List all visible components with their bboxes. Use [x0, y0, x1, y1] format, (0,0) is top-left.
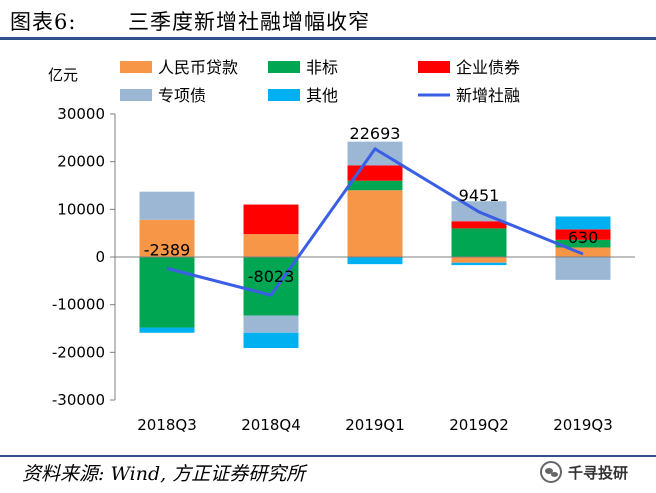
legend-item-4: 其他	[268, 86, 338, 105]
axes: -30000 -20000 -10000 0 10000 20000 30000 2018Q3…	[52, 105, 635, 434]
watermark-text: 千寻投研	[568, 463, 629, 482]
data-label-2019Q2: 9451	[459, 186, 500, 205]
legend-item-0: 人民币贷款	[120, 58, 238, 77]
y-tick-label: 20000	[57, 153, 105, 171]
bar-non_standard-2019Q3	[555, 239, 611, 248]
y-tick-label: 30000	[57, 105, 105, 123]
bar-rmb_loans-2019Q2	[451, 257, 507, 263]
x-tick-label: 2019Q1	[345, 416, 405, 434]
bar-non_standard-2018Q3	[139, 257, 195, 328]
legend-swatch	[418, 61, 450, 73]
bar-special_bonds-2018Q3	[139, 191, 195, 220]
legend-swatch	[120, 89, 152, 101]
y-tick-label: -20000	[52, 343, 105, 361]
bar-others-2018Q3	[139, 327, 195, 333]
y-tick-label: 10000	[57, 200, 105, 218]
y-tick-label: -30000	[52, 391, 105, 409]
line-new-tsf	[166, 147, 584, 297]
bar-rmb_loans-2019Q1	[347, 190, 403, 257]
legend-label: 新增社融	[456, 86, 520, 105]
header: 图表6: 三季度新增社融增幅收窄	[0, 0, 656, 42]
data-label-2019Q3: 630	[568, 228, 599, 247]
bar-non_standard-2018Q4	[243, 257, 299, 316]
legend-label: 非标	[306, 58, 338, 77]
bar-others-2019Q1	[347, 257, 403, 265]
bar-special_bonds-2019Q1	[347, 141, 403, 166]
x-tick-label: 2019Q2	[449, 416, 509, 434]
x-tick-label: 2019Q3	[553, 416, 613, 434]
legend-item-3: 专项债	[120, 86, 206, 105]
line-layer	[166, 147, 584, 297]
legend-item-1: 非标	[268, 58, 338, 77]
y-axis-label: 亿元	[48, 66, 78, 84]
footer-rule	[0, 455, 656, 457]
legend-swatch	[268, 89, 300, 101]
bar-non_standard-2019Q1	[347, 180, 403, 191]
legend-swatch	[268, 61, 300, 73]
bar-corporate_bonds-2019Q2	[451, 221, 507, 229]
y-tick-label: -10000	[52, 296, 105, 314]
x-tick-label: 2018Q4	[241, 416, 301, 434]
bar-special_bonds-2018Q4	[243, 315, 299, 333]
bar-corporate_bonds-2018Q4	[243, 204, 299, 235]
bar-special_bonds-2019Q3	[555, 257, 611, 280]
legend-item-5: 新增社融	[418, 86, 520, 105]
data-label-2018Q3: -2389	[144, 240, 191, 259]
wechat-icon	[540, 461, 562, 483]
header-rule	[0, 37, 656, 40]
legend-item-2: 企业债券	[418, 58, 520, 77]
bars	[139, 141, 611, 349]
legend-label: 人民币贷款	[158, 58, 238, 77]
data-labels: -2389 -8023 22693 9451 630	[144, 124, 599, 286]
data-label-2019Q1: 22693	[350, 124, 401, 143]
bar-rmb_loans-2018Q4	[243, 234, 299, 257]
bar-corporate_bonds-2019Q3	[555, 229, 611, 240]
data-label-2018Q4: -8023	[248, 267, 295, 286]
watermark: 千寻投研	[540, 460, 628, 484]
bar-non_standard-2019Q2	[451, 228, 507, 257]
legend-label: 企业债券	[456, 58, 520, 77]
bar-others-2018Q4	[243, 332, 299, 349]
bar-rmb_loans-2019Q3	[555, 247, 611, 257]
figure-label: 图表6:	[10, 10, 77, 34]
bar-rmb_loans-2018Q3	[139, 219, 195, 257]
bar-others-2019Q3	[555, 216, 611, 230]
legend-swatch	[120, 61, 152, 73]
legend-label: 专项债	[158, 86, 206, 105]
chart-title: 三季度新增社融增幅收窄	[128, 10, 370, 34]
source-note: 资料来源: Wind, 方正证券研究所	[22, 463, 306, 485]
y-tick-label: 0	[95, 248, 105, 266]
bar-others-2019Q2	[451, 262, 507, 266]
legend-label: 其他	[306, 86, 338, 105]
x-tick-label: 2018Q3	[137, 416, 197, 434]
